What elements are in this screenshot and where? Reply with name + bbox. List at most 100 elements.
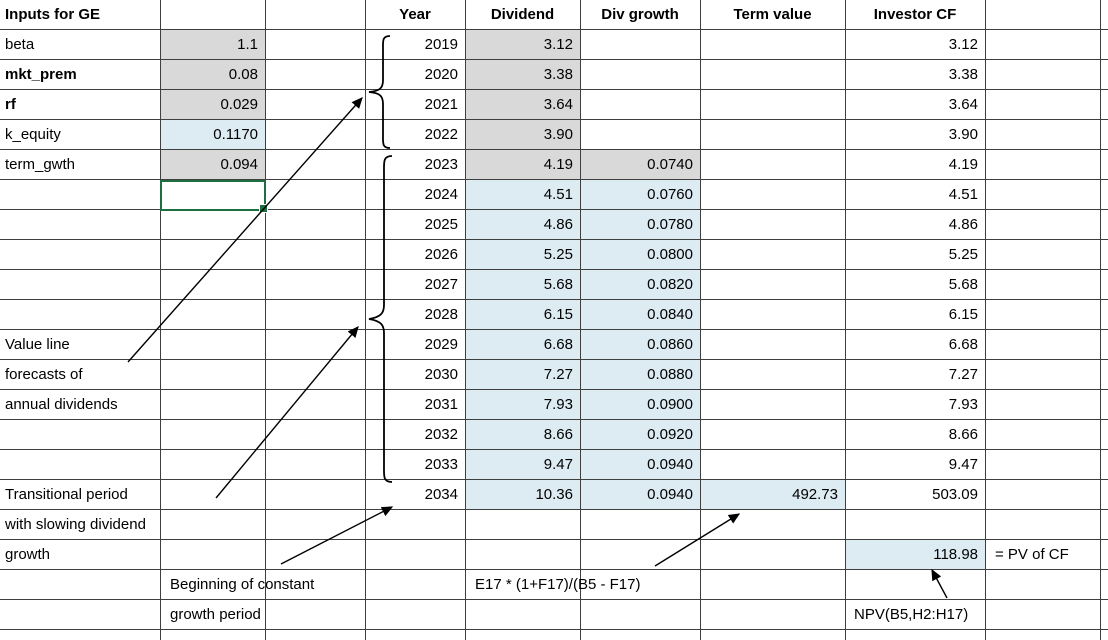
note-constant-growth-2[interactable]: growth period bbox=[170, 606, 261, 623]
dividend-cell-2023[interactable]: 4.19 bbox=[543, 156, 573, 173]
year-cell-2023[interactable]: 2023 bbox=[424, 156, 458, 173]
investor-cf-cell-2030[interactable]: 7.27 bbox=[948, 366, 978, 383]
note-transitional-2[interactable]: with slowing dividend bbox=[5, 516, 146, 533]
div-growth-cell-2019[interactable] bbox=[580, 30, 700, 60]
header-year[interactable]: Year bbox=[399, 6, 431, 23]
year-cell-2025[interactable]: 2025 bbox=[424, 216, 458, 233]
dividend-cell-2024[interactable]: 4.51 bbox=[543, 186, 573, 203]
dividend-cell-2025[interactable]: 4.86 bbox=[543, 216, 573, 233]
dividend-cell-2020[interactable]: 3.38 bbox=[543, 66, 573, 83]
div-growth-cell-2030[interactable]: 0.0880 bbox=[647, 366, 693, 383]
note-transitional-3[interactable]: growth bbox=[5, 546, 51, 563]
selected-cell[interactable] bbox=[160, 180, 268, 213]
term-value-cell-2032[interactable] bbox=[700, 420, 845, 450]
note-value-line-3[interactable]: annual dividends bbox=[5, 396, 118, 413]
investor-cf-cell-2026[interactable]: 5.25 bbox=[948, 246, 978, 263]
term-value-cell-2031[interactable] bbox=[700, 390, 845, 420]
inputs-title[interactable]: Inputs for GE bbox=[5, 6, 100, 23]
year-cell-2028[interactable]: 2028 bbox=[424, 306, 458, 323]
term-value-cell-2025[interactable] bbox=[700, 210, 845, 240]
div-growth-cell-2020[interactable] bbox=[580, 60, 700, 90]
div-growth-cell-2029[interactable]: 0.0860 bbox=[647, 336, 693, 353]
term-value-cell-2024[interactable] bbox=[700, 180, 845, 210]
year-cell-2027[interactable]: 2027 bbox=[424, 276, 458, 293]
term-value-cell-2029[interactable] bbox=[700, 330, 845, 360]
input-label-mkt_prem[interactable]: mkt_prem bbox=[5, 66, 77, 83]
note-transitional-1[interactable]: Transitional period bbox=[5, 486, 128, 503]
dividend-cell-2033[interactable]: 9.47 bbox=[543, 456, 573, 473]
div-growth-cell-2032[interactable]: 0.0920 bbox=[647, 426, 693, 443]
input-value-mkt_prem[interactable]: 0.08 bbox=[228, 66, 258, 83]
pv-label-cell[interactable]: = PV of CF bbox=[995, 546, 1069, 563]
note-value-line-1[interactable]: Value line bbox=[5, 336, 70, 353]
term-value-cell-2026[interactable] bbox=[700, 240, 845, 270]
input-value-term_gwth[interactable]: 0.094 bbox=[220, 156, 258, 173]
year-cell-2022[interactable]: 2022 bbox=[424, 126, 458, 143]
term-value-cell-2022[interactable] bbox=[700, 120, 845, 150]
term-value-formula-cell[interactable]: E17 * (1+F17)/(B5 - F17) bbox=[475, 576, 641, 593]
div-growth-cell-2024[interactable]: 0.0760 bbox=[647, 186, 693, 203]
input-value-rf[interactable]: 0.029 bbox=[220, 96, 258, 113]
term-value-cell-2030[interactable] bbox=[700, 360, 845, 390]
div-growth-cell-2023[interactable]: 0.0740 bbox=[647, 156, 693, 173]
year-cell-2031[interactable]: 2031 bbox=[424, 396, 458, 413]
div-growth-cell-2021[interactable] bbox=[580, 90, 700, 120]
div-growth-cell-2031[interactable]: 0.0900 bbox=[647, 396, 693, 413]
div-growth-cell-2026[interactable]: 0.0800 bbox=[647, 246, 693, 263]
div-growth-cell-2034[interactable]: 0.0940 bbox=[647, 486, 693, 503]
dividend-cell-2031[interactable]: 7.93 bbox=[543, 396, 573, 413]
dividend-cell-2019[interactable]: 3.12 bbox=[543, 36, 573, 53]
input-value-k_equity[interactable]: 0.1170 bbox=[213, 126, 258, 143]
input-label-k_equity[interactable]: k_equity bbox=[5, 126, 61, 143]
input-label-rf[interactable]: rf bbox=[5, 96, 16, 113]
investor-cf-cell-2023[interactable]: 4.19 bbox=[948, 156, 978, 173]
div-growth-cell-2028[interactable]: 0.0840 bbox=[647, 306, 693, 323]
input-label-beta[interactable]: beta bbox=[5, 36, 35, 53]
note-value-line-2[interactable]: forecasts of bbox=[5, 366, 83, 383]
investor-cf-cell-2034[interactable]: 503.09 bbox=[932, 486, 978, 503]
investor-cf-cell-2024[interactable]: 4.51 bbox=[948, 186, 978, 203]
investor-cf-cell-2029[interactable]: 6.68 bbox=[948, 336, 978, 353]
dividend-cell-2032[interactable]: 8.66 bbox=[543, 426, 573, 443]
header-div-growth[interactable]: Div growth bbox=[601, 6, 679, 23]
dividend-cell-2034[interactable]: 10.36 bbox=[535, 486, 573, 503]
investor-cf-cell-2019[interactable]: 3.12 bbox=[948, 36, 978, 53]
year-cell-2033[interactable]: 2033 bbox=[424, 456, 458, 473]
note-constant-growth-1[interactable]: Beginning of constant bbox=[170, 576, 315, 593]
dividend-cell-2029[interactable]: 6.68 bbox=[543, 336, 573, 353]
year-cell-2029[interactable]: 2029 bbox=[424, 336, 458, 353]
year-cell-2019[interactable]: 2019 bbox=[424, 36, 458, 53]
year-cell-2020[interactable]: 2020 bbox=[424, 66, 458, 83]
term-value-cell-2021[interactable] bbox=[700, 90, 845, 120]
npv-formula-cell[interactable]: NPV(B5,H2:H17) bbox=[854, 606, 969, 623]
dividend-cell-2030[interactable]: 7.27 bbox=[543, 366, 573, 383]
dividend-cell-2027[interactable]: 5.68 bbox=[543, 276, 573, 293]
div-growth-cell-2025[interactable]: 0.0780 bbox=[647, 216, 693, 233]
div-growth-cell-2033[interactable]: 0.0940 bbox=[647, 456, 693, 473]
term-value-cell-2019[interactable] bbox=[700, 30, 845, 60]
dividend-cell-2021[interactable]: 3.64 bbox=[543, 96, 573, 113]
investor-cf-cell-2032[interactable]: 8.66 bbox=[948, 426, 978, 443]
div-growth-cell-2027[interactable]: 0.0820 bbox=[647, 276, 693, 293]
investor-cf-cell-2020[interactable]: 3.38 bbox=[948, 66, 978, 83]
term-value-cell-2033[interactable] bbox=[700, 450, 845, 480]
fill-handle[interactable] bbox=[259, 204, 268, 213]
input-value-beta[interactable]: 1.1 bbox=[237, 36, 258, 53]
investor-cf-cell-2027[interactable]: 5.68 bbox=[948, 276, 978, 293]
header-dividend[interactable]: Dividend bbox=[490, 6, 555, 23]
term-value-cell-2020[interactable] bbox=[700, 60, 845, 90]
year-cell-2032[interactable]: 2032 bbox=[424, 426, 458, 443]
investor-cf-cell-2031[interactable]: 7.93 bbox=[948, 396, 978, 413]
pv-value-cell[interactable]: 118.98 bbox=[933, 546, 978, 563]
div-growth-cell-2022[interactable] bbox=[580, 120, 700, 150]
year-cell-2021[interactable]: 2021 bbox=[424, 96, 458, 113]
year-cell-2030[interactable]: 2030 bbox=[424, 366, 458, 383]
header-term-value[interactable]: Term value bbox=[733, 6, 812, 23]
term-value-cell-2027[interactable] bbox=[700, 270, 845, 300]
investor-cf-cell-2028[interactable]: 6.15 bbox=[948, 306, 978, 323]
year-cell-2026[interactable]: 2026 bbox=[424, 246, 458, 263]
dividend-cell-2022[interactable]: 3.90 bbox=[543, 126, 573, 143]
term-value-cell-2023[interactable] bbox=[700, 150, 845, 180]
year-cell-2024[interactable]: 2024 bbox=[424, 186, 458, 203]
investor-cf-cell-2033[interactable]: 9.47 bbox=[948, 456, 978, 473]
